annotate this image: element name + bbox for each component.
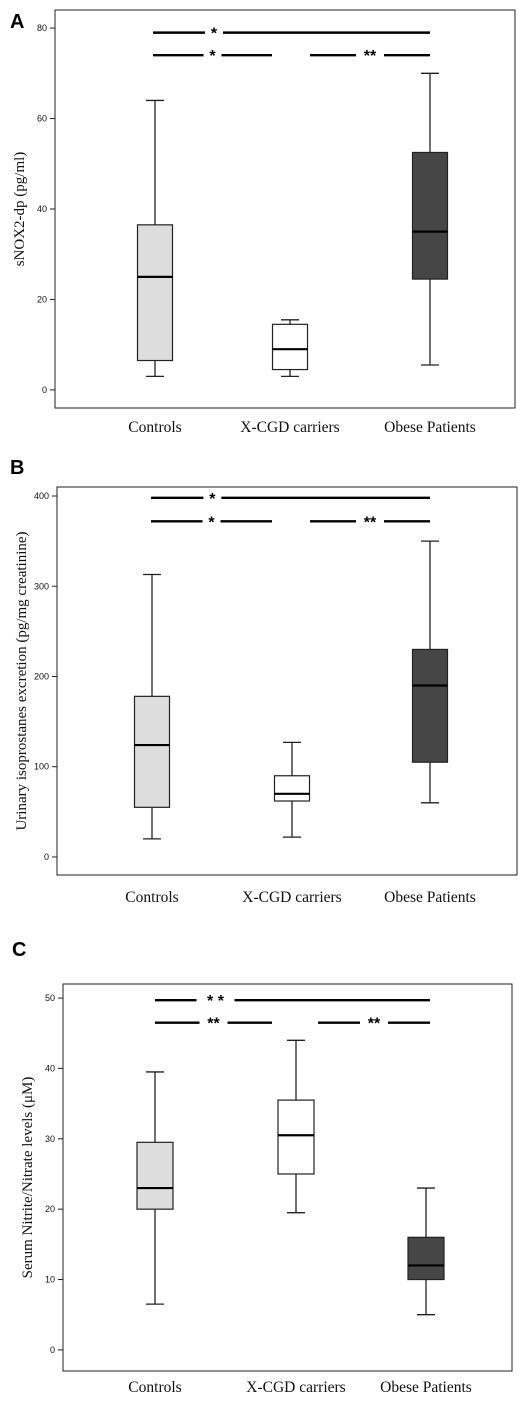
y-axis-label: Serum Nitrite/Nitrate levels (μM) [20, 1077, 36, 1279]
y-tick-label: 80 [37, 23, 47, 33]
y-tick-label: 0 [42, 385, 47, 395]
significance-label: * [209, 491, 216, 508]
plot-frame [62, 983, 513, 1372]
y-tick-label: 20 [37, 294, 47, 304]
box-x-cgd [273, 775, 311, 802]
significance-label: ** [364, 514, 377, 531]
y-axis-label: sNOX2-dp (pg/ml) [12, 152, 28, 267]
y-tick-label: 20 [45, 1204, 55, 1214]
box-obese [411, 648, 449, 763]
plot-frame [56, 486, 518, 876]
x-category-label: Controls [128, 419, 181, 436]
y-tick-label: 400 [34, 491, 49, 501]
y-tick-label: 30 [45, 1134, 55, 1144]
x-category-label: X-CGD carriers [240, 419, 339, 436]
panel-a: A 0 20 40 60 80 sNOX2-dp (pg/ml) Controls X-CGD … [0, 0, 526, 450]
x-category-label: Obese Patients [384, 419, 476, 436]
box-controls [136, 1141, 174, 1210]
significance-label: ** [364, 48, 377, 65]
box-obese [407, 1236, 445, 1281]
y-tick-label: 200 [34, 671, 49, 681]
x-category-label: Obese Patients [380, 1379, 472, 1396]
significance-label: ** [207, 1016, 220, 1033]
y-tick-label: 10 [45, 1275, 55, 1285]
y-tick-label: 300 [34, 581, 49, 591]
box-obese [411, 151, 449, 280]
y-tick-label: 100 [34, 762, 49, 772]
chart-c: C 0 10 20 30 40 50 Serum Nitrite/Nitrate levels… [12, 939, 513, 1396]
y-tick-label: 40 [45, 1063, 55, 1073]
x-category-label: X-CGD carriers [242, 889, 341, 906]
x-category-label: X-CGD carriers [246, 1379, 345, 1396]
significance-label: ** [368, 1016, 381, 1033]
box-x-cgd [271, 323, 309, 371]
y-tick-label: 40 [37, 204, 47, 214]
chart-b: B 0 100 200 300 400 Urinary isoprostanes excre… [10, 457, 518, 906]
significance-label: * * [207, 993, 225, 1010]
x-category-label: Obese Patients [384, 889, 476, 906]
box-controls [136, 224, 174, 362]
chart-a: A 0 20 40 60 80 sNOX2-dp (pg/ml) Controls X-CGD … [10, 9, 516, 436]
significance-label: * [208, 514, 215, 531]
panel-letter: B [10, 457, 24, 479]
y-tick-label: 50 [45, 993, 55, 1003]
box-x-cgd [277, 1099, 315, 1175]
box-controls [133, 695, 171, 808]
significance-label: * [211, 26, 218, 43]
significance-label: * [209, 48, 216, 65]
panel-letter: A [10, 11, 24, 33]
panel-letter: C [12, 939, 26, 961]
x-category-label: Controls [125, 889, 178, 906]
y-tick-label: 0 [50, 1345, 55, 1355]
y-tick-label: 0 [44, 852, 49, 862]
panel-b: B 0 100 200 300 400 Urinary isoprostanes excre… [0, 452, 526, 922]
y-axis-label: Urinary isoprostanes excretion (pg/mg cr… [14, 531, 30, 830]
y-tick-label: 60 [37, 114, 47, 124]
x-category-label: Controls [128, 1379, 181, 1396]
panel-c: C 0 10 20 30 40 50 Serum Nitrite/Nitrate levels… [0, 930, 526, 1401]
